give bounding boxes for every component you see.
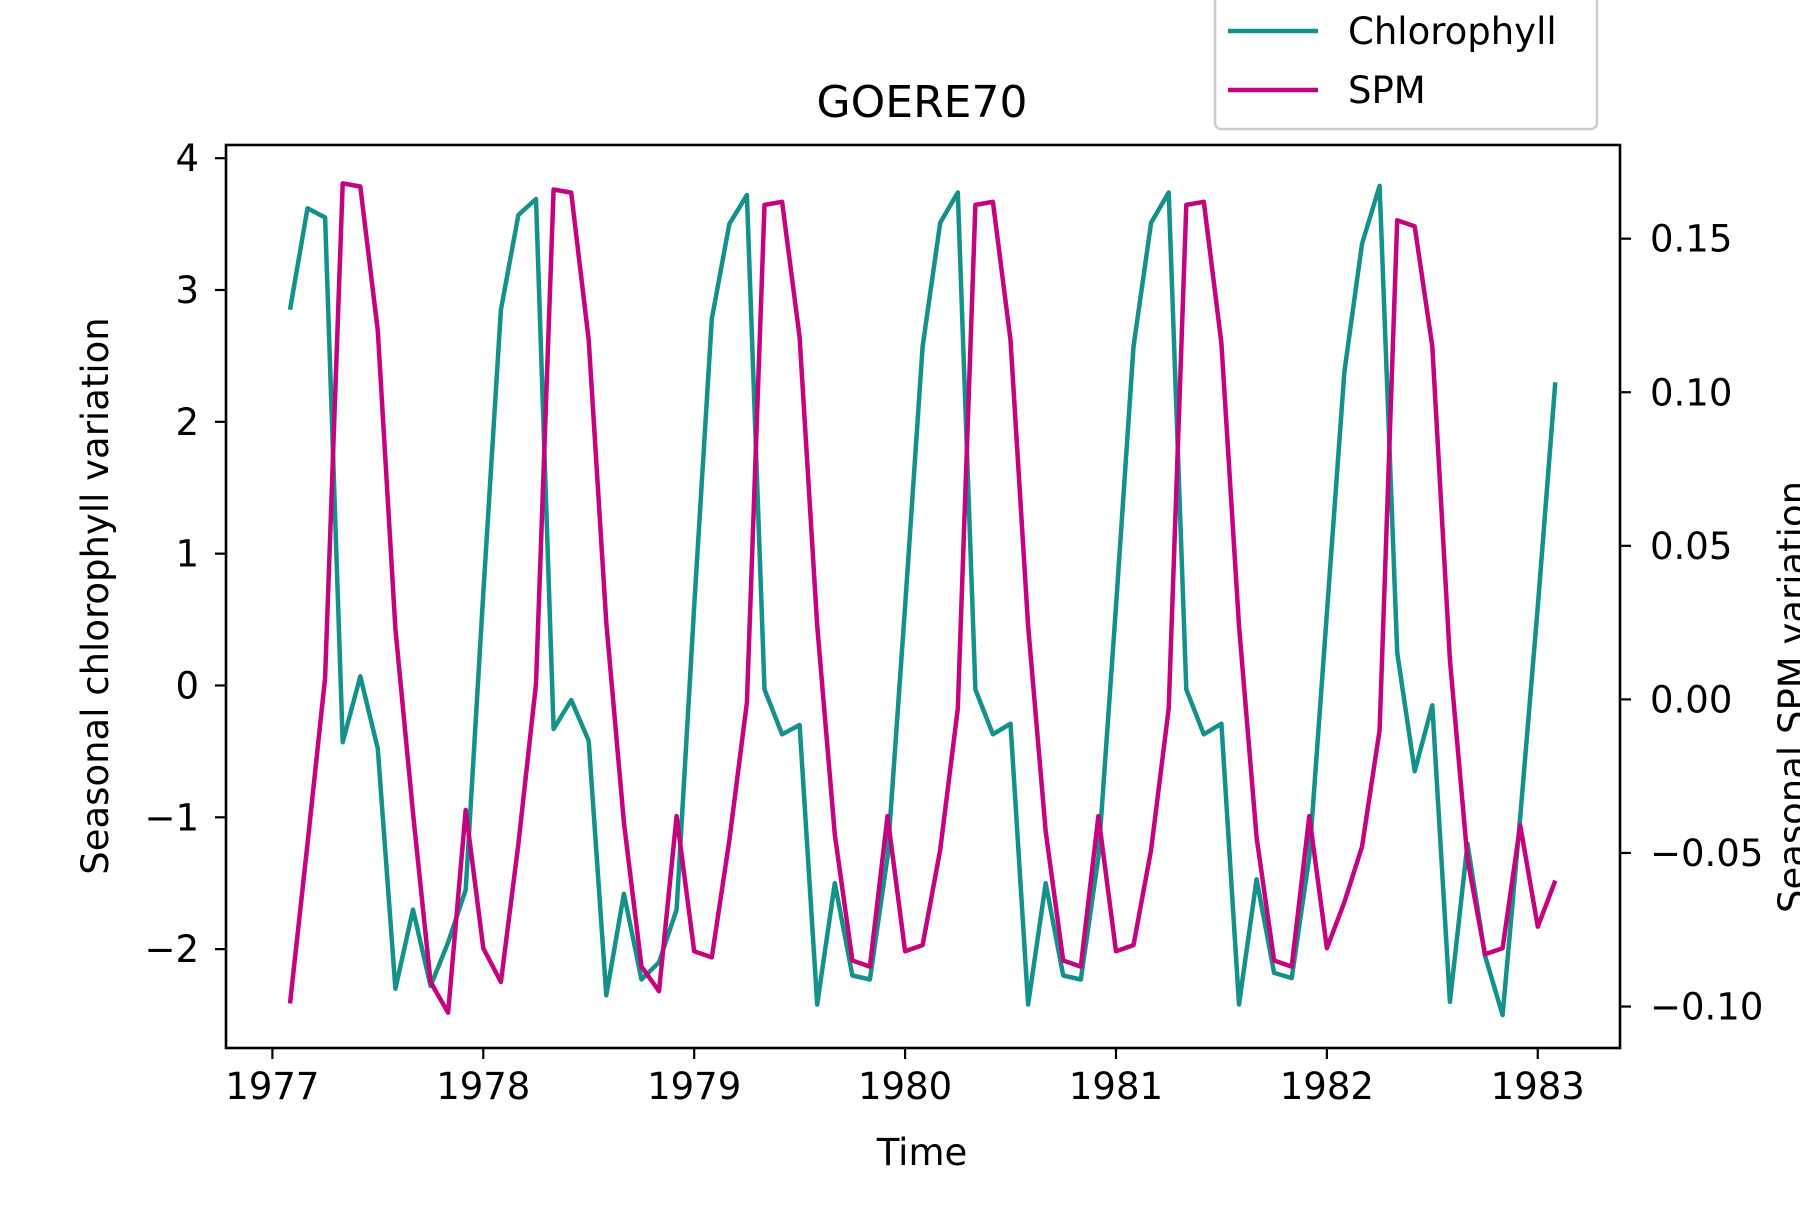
y-left-tick-label: −1 — [144, 796, 199, 839]
series-line-chlorophyll — [287, 183, 1558, 1018]
legend: Chlorophyll SPM — [1213, 0, 1599, 131]
x-axis: 1977 1978 1979 1980 1981 1982 1983 — [225, 1048, 1585, 1108]
y-left-tick-label: 0 — [175, 664, 199, 707]
x-tick-label: 1977 — [225, 1065, 319, 1108]
x-tick-label: 1978 — [436, 1065, 530, 1108]
y-left-tick-label: 2 — [175, 401, 199, 444]
legend-label-chlorophyll: Chlorophyll — [1348, 10, 1557, 53]
y-left-tick-label: 4 — [175, 137, 199, 180]
x-tick-label: 1981 — [1069, 1065, 1163, 1108]
legend-label-spm: SPM — [1348, 69, 1426, 112]
chart-title: GOERE70 — [817, 77, 1028, 128]
x-tick-label: 1979 — [647, 1065, 741, 1108]
y-right-tick-label: −0.10 — [1650, 986, 1763, 1029]
y-right-tick-label: 0.05 — [1650, 525, 1732, 568]
y-right-tick-label: 0.10 — [1650, 371, 1732, 414]
y-axis-left-label: Seasonal chlorophyll variation — [74, 317, 117, 875]
x-tick-label: 1982 — [1280, 1065, 1374, 1108]
y-axis-left: −2 −1 0 1 2 3 4 — [144, 137, 226, 971]
x-tick-label: 1980 — [858, 1065, 952, 1108]
y-left-tick-label: 1 — [175, 533, 199, 576]
x-axis-label: Time — [876, 1131, 968, 1174]
y-left-tick-label: −2 — [144, 928, 199, 971]
y-left-tick-label: 3 — [175, 269, 199, 312]
y-axis-right: −0.10 −0.05 0.00 0.05 0.10 0.15 — [1620, 218, 1763, 1029]
plot-area-frame — [224, 143, 1622, 1050]
y-right-tick-label: −0.05 — [1650, 832, 1763, 875]
y-axis-right-label: Seasonal SPM variation — [1771, 481, 1800, 913]
y-right-tick-label: 0.15 — [1650, 218, 1732, 261]
x-tick-label: 1983 — [1491, 1065, 1585, 1108]
y-right-tick-label: 0.00 — [1650, 678, 1732, 721]
series-line-spm — [287, 181, 1558, 1015]
plot-lines — [287, 181, 1558, 1018]
